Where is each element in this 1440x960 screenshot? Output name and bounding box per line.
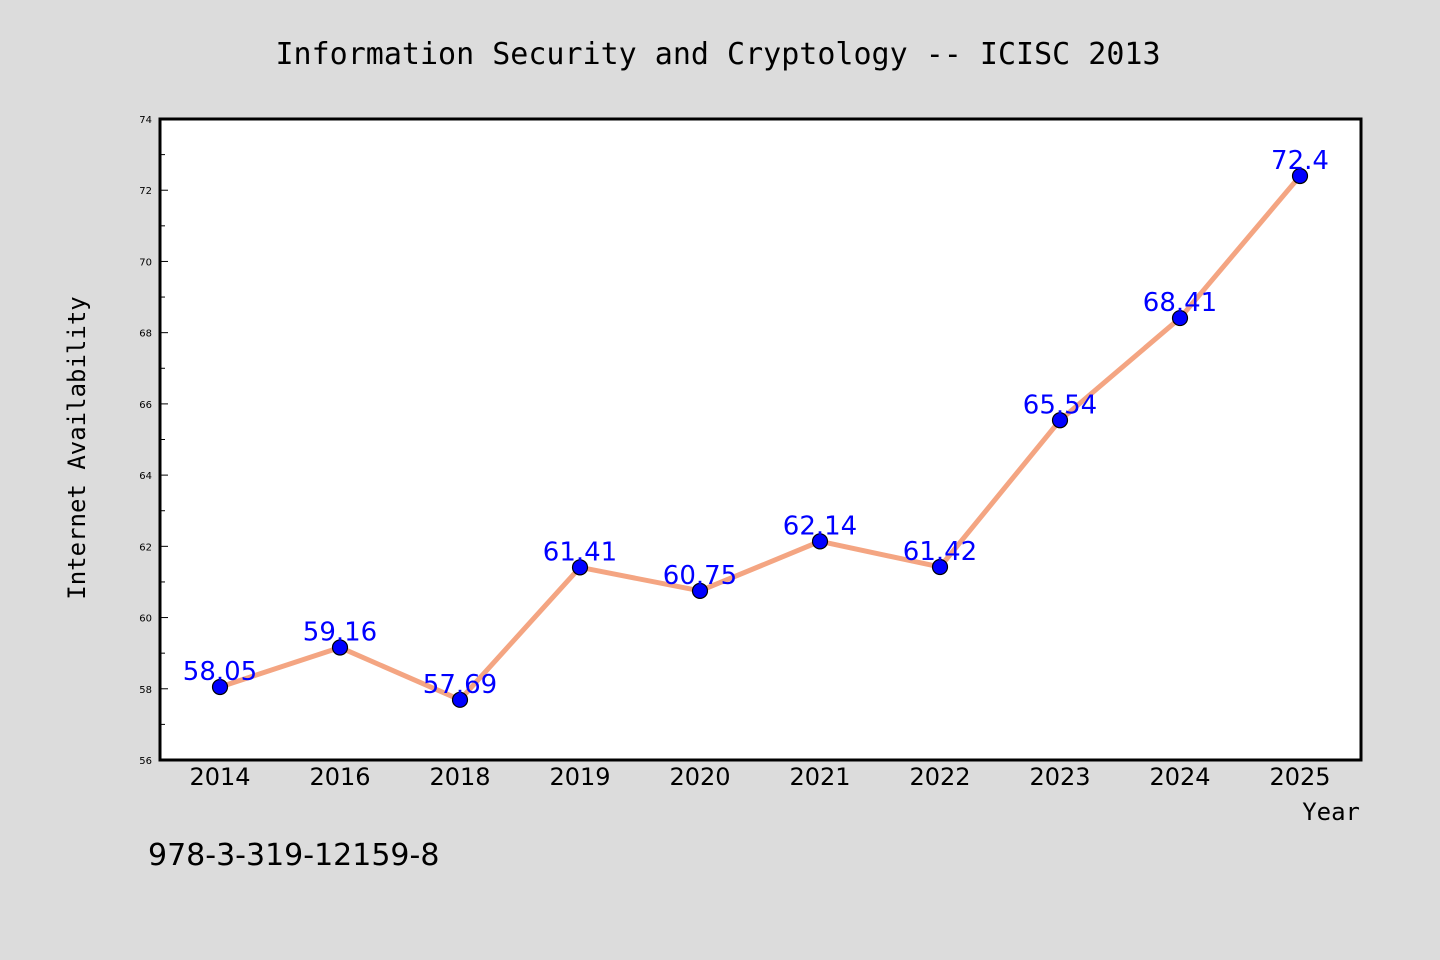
data-point-marker: [811, 533, 829, 550]
data-value-label: 65.54: [1023, 390, 1097, 420]
series-markers: [211, 167, 1309, 708]
plot-frame: [158, 117, 1363, 762]
x-tick-label: 2025: [1269, 763, 1330, 791]
data-point-marker: [1171, 309, 1189, 327]
series-line-group: [217, 173, 1303, 703]
chart-title: Information Security and Cryptology -- I…: [275, 37, 1160, 72]
data-value-label: 72.4: [1271, 146, 1329, 176]
data-point-marker: [1051, 412, 1069, 429]
y-axis-title: Internet Availability: [63, 296, 91, 599]
x-tick-label: 2018: [429, 763, 490, 791]
data-point-marker: [691, 582, 709, 599]
x-axis-title: Year: [1302, 798, 1360, 826]
y-tick-label: 64: [139, 471, 152, 482]
data-value-label: 61.41: [543, 537, 617, 567]
x-tick-label: 2024: [1149, 763, 1210, 791]
series-line: [217, 173, 1303, 703]
x-tick-labels: 2014 2016 2018 2019 2020 2021 2022 2023 2024 2025: [189, 763, 1330, 791]
data-point-marker: [931, 558, 949, 576]
data-point-marker: [331, 639, 349, 656]
y-tick-label: 56: [139, 756, 152, 767]
y-tick-label: 70: [139, 257, 152, 268]
x-tick-label: 2022: [909, 763, 970, 791]
y-tick-label: 74: [139, 115, 152, 126]
y-tick-label: 62: [139, 542, 152, 553]
y-tick-label: 60: [139, 614, 152, 625]
x-tick-label: 2019: [549, 763, 610, 791]
data-point-marker: [1291, 167, 1309, 185]
x-tick-label: 2023: [1029, 763, 1090, 791]
x-tick-label: 2014: [189, 763, 250, 791]
y-tick-label: 66: [139, 400, 152, 411]
data-point-marker: [571, 559, 589, 576]
x-tick-label: 2020: [669, 763, 730, 791]
data-labels: 58.05 59.16 57.69 61.41 60.75 62.14 61.42 65.54…: [183, 146, 1329, 700]
data-value-label: 68.41: [1143, 288, 1217, 318]
y-tick-labels: 56 58 60 62 64 66 68 70 72 74: [139, 115, 152, 767]
y-tick-label: 58: [139, 685, 152, 696]
data-value-label: 61.42: [903, 537, 977, 567]
data-value-label: 58.05: [183, 657, 257, 687]
y-tick-label: 72: [139, 186, 152, 197]
data-point-marker: [451, 691, 469, 708]
data-value-label: 59.16: [303, 617, 377, 647]
data-value-label: 62.14: [783, 511, 857, 541]
y-tick-label: 68: [139, 329, 152, 340]
data-value-label: 57.69: [423, 670, 497, 700]
data-point-marker: [211, 678, 229, 696]
plot-area: [160, 119, 1361, 760]
x-tick-label: 2016: [309, 763, 370, 791]
x-tick-label: 2021: [789, 763, 850, 791]
isbn-footnote: 978-3-319-12159-8: [148, 838, 439, 873]
data-value-label: 60.75: [663, 561, 737, 591]
